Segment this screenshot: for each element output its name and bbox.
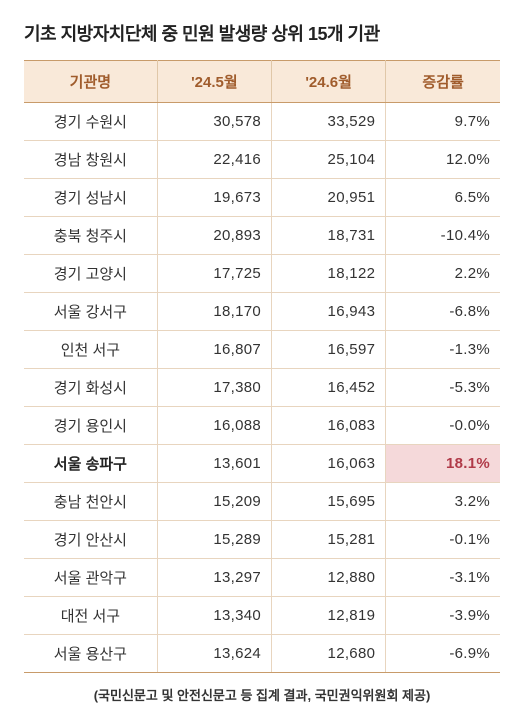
cell-org: 경기 수원시 — [24, 103, 157, 141]
cell-may: 18,170 — [157, 293, 271, 331]
cell-jun: 12,680 — [272, 635, 386, 673]
cell-jun: 12,819 — [272, 597, 386, 635]
cell-org: 경기 성남시 — [24, 179, 157, 217]
cell-jun: 16,597 — [272, 331, 386, 369]
table-row: 서울 용산구13,62412,680-6.9% — [24, 635, 500, 673]
table-row: 충남 천안시15,20915,6953.2% — [24, 483, 500, 521]
cell-rate: -10.4% — [386, 217, 500, 255]
cell-rate: 3.2% — [386, 483, 500, 521]
col-header-rate: 증감률 — [386, 61, 500, 103]
cell-org: 경남 창원시 — [24, 141, 157, 179]
cell-jun: 12,880 — [272, 559, 386, 597]
cell-may: 15,289 — [157, 521, 271, 559]
cell-may: 19,673 — [157, 179, 271, 217]
cell-rate: -0.1% — [386, 521, 500, 559]
cell-org: 대전 서구 — [24, 597, 157, 635]
cell-org: 충북 청주시 — [24, 217, 157, 255]
cell-jun: 16,063 — [272, 445, 386, 483]
cell-jun: 15,281 — [272, 521, 386, 559]
cell-may: 13,340 — [157, 597, 271, 635]
table-row: 서울 송파구13,60116,06318.1% — [24, 445, 500, 483]
cell-may: 17,380 — [157, 369, 271, 407]
cell-jun: 33,529 — [272, 103, 386, 141]
cell-may: 13,624 — [157, 635, 271, 673]
cell-rate: 2.2% — [386, 255, 500, 293]
cell-org: 경기 화성시 — [24, 369, 157, 407]
cell-jun: 18,731 — [272, 217, 386, 255]
cell-may: 15,209 — [157, 483, 271, 521]
col-header-jun: '24.6월 — [272, 61, 386, 103]
table-row: 경기 성남시19,67320,9516.5% — [24, 179, 500, 217]
cell-org: 충남 천안시 — [24, 483, 157, 521]
table-row: 서울 관악구13,29712,880-3.1% — [24, 559, 500, 597]
cell-may: 16,088 — [157, 407, 271, 445]
cell-rate: 9.7% — [386, 103, 500, 141]
cell-jun: 25,104 — [272, 141, 386, 179]
cell-jun: 16,452 — [272, 369, 386, 407]
cell-rate: 18.1% — [386, 445, 500, 483]
cell-org: 서울 관악구 — [24, 559, 157, 597]
cell-may: 17,725 — [157, 255, 271, 293]
table-row: 충북 청주시20,89318,731-10.4% — [24, 217, 500, 255]
table-row: 경남 창원시22,41625,10412.0% — [24, 141, 500, 179]
cell-org: 서울 송파구 — [24, 445, 157, 483]
cell-rate: -5.3% — [386, 369, 500, 407]
cell-rate: -6.8% — [386, 293, 500, 331]
col-header-may: '24.5월 — [157, 61, 271, 103]
cell-rate: -3.1% — [386, 559, 500, 597]
cell-jun: 18,122 — [272, 255, 386, 293]
col-header-org: 기관명 — [24, 61, 157, 103]
cell-may: 22,416 — [157, 141, 271, 179]
data-table: 기관명 '24.5월 '24.6월 증감률 경기 수원시30,57833,529… — [24, 60, 500, 673]
cell-org: 서울 강서구 — [24, 293, 157, 331]
page-title: 기초 지방자치단체 중 민원 발생량 상위 15개 기관 — [24, 20, 500, 46]
cell-org: 경기 용인시 — [24, 407, 157, 445]
table-row: 경기 고양시17,72518,1222.2% — [24, 255, 500, 293]
cell-may: 13,601 — [157, 445, 271, 483]
cell-may: 30,578 — [157, 103, 271, 141]
table-row: 경기 안산시15,28915,281-0.1% — [24, 521, 500, 559]
cell-org: 서울 용산구 — [24, 635, 157, 673]
cell-org: 경기 안산시 — [24, 521, 157, 559]
table-row: 서울 강서구18,17016,943-6.8% — [24, 293, 500, 331]
cell-rate: 12.0% — [386, 141, 500, 179]
cell-rate: -3.9% — [386, 597, 500, 635]
table-row: 인천 서구16,80716,597-1.3% — [24, 331, 500, 369]
cell-org: 경기 고양시 — [24, 255, 157, 293]
cell-org: 인천 서구 — [24, 331, 157, 369]
cell-jun: 16,943 — [272, 293, 386, 331]
table-header-row: 기관명 '24.5월 '24.6월 증감률 — [24, 61, 500, 103]
cell-rate: -6.9% — [386, 635, 500, 673]
footer-note: (국민신문고 및 안전신문고 등 집계 결과, 국민권익위원회 제공) — [24, 685, 500, 704]
table-row: 경기 용인시16,08816,083-0.0% — [24, 407, 500, 445]
cell-may: 13,297 — [157, 559, 271, 597]
cell-rate: -0.0% — [386, 407, 500, 445]
cell-rate: 6.5% — [386, 179, 500, 217]
cell-may: 16,807 — [157, 331, 271, 369]
cell-rate: -1.3% — [386, 331, 500, 369]
table-row: 경기 화성시17,38016,452-5.3% — [24, 369, 500, 407]
cell-jun: 20,951 — [272, 179, 386, 217]
cell-jun: 15,695 — [272, 483, 386, 521]
table-row: 경기 수원시30,57833,5299.7% — [24, 103, 500, 141]
table-row: 대전 서구13,34012,819-3.9% — [24, 597, 500, 635]
cell-jun: 16,083 — [272, 407, 386, 445]
table-body: 경기 수원시30,57833,5299.7%경남 창원시22,41625,104… — [24, 103, 500, 673]
cell-may: 20,893 — [157, 217, 271, 255]
